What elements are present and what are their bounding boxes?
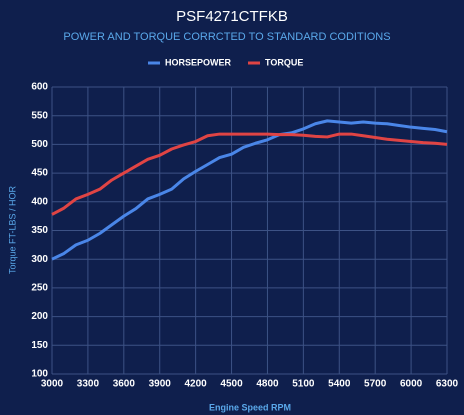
x-tick-label: 4800 <box>256 379 279 390</box>
x-tick-label: 3600 <box>113 379 136 390</box>
series-line <box>51 119 448 261</box>
x-tick-label: 4200 <box>185 379 208 390</box>
x-tick-label: 3900 <box>149 379 172 390</box>
y-tick-label: 450 <box>31 168 48 179</box>
chart-title: PSF4271CTFKB <box>176 8 288 25</box>
legend-label: TORQUE <box>265 57 303 67</box>
x-tick-label: 3300 <box>77 379 100 390</box>
x-tick-label: 6000 <box>400 379 423 390</box>
legend-label: HORSEPOWER <box>165 57 232 67</box>
x-tick-label: 5700 <box>364 379 387 390</box>
y-tick-label: 350 <box>31 225 48 236</box>
y-axis-label: Torque FT-LBS / HOR <box>7 185 17 274</box>
x-tick-label: 5400 <box>328 379 351 390</box>
y-tick-label: 600 <box>31 82 48 93</box>
series-line <box>51 132 448 216</box>
x-tick-label: 5100 <box>292 379 315 390</box>
y-tick-label: 550 <box>31 110 48 121</box>
y-tick-label: 400 <box>31 196 48 207</box>
x-tick-label: 4500 <box>220 379 243 390</box>
chart-subtitle: POWER AND TORQUE CORRCTED TO STANDARD CO… <box>63 31 390 43</box>
y-tick-label: 250 <box>31 283 48 294</box>
x-tick-label: 3000 <box>41 379 64 390</box>
y-tick-label: 300 <box>31 254 48 265</box>
x-tick-label: 6300 <box>436 379 459 390</box>
x-axis-label: Engine Speed RPM <box>209 402 291 412</box>
y-tick-label: 500 <box>31 139 48 150</box>
y-tick-label: 200 <box>31 311 48 322</box>
y-tick-label: 100 <box>31 369 48 380</box>
y-tick-label: 150 <box>31 340 48 351</box>
